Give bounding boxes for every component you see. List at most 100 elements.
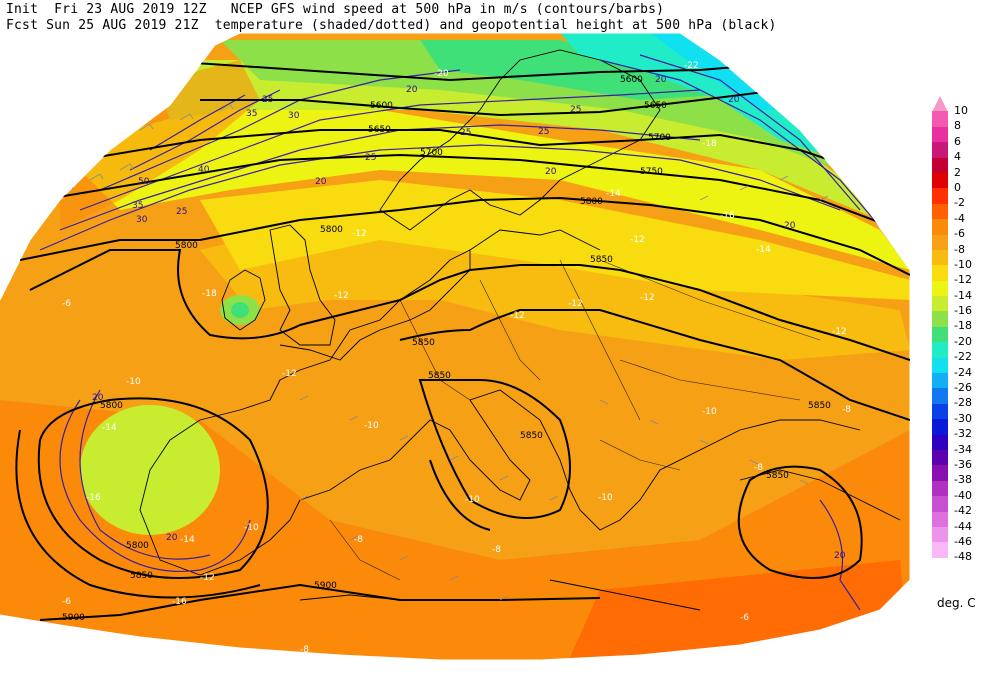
temperature-label: -18 <box>702 139 717 149</box>
legend-label: -4 <box>954 211 965 225</box>
temperature-label: -6 <box>740 613 749 623</box>
legend-item: -10 <box>932 249 992 271</box>
legend-item: -42 <box>932 496 992 517</box>
wind-label: 25 <box>460 128 471 138</box>
temperature-label: -12 <box>200 573 215 583</box>
legend-label: -46 <box>954 534 972 548</box>
legend-swatch <box>932 96 948 112</box>
wind-label: 30 <box>288 111 300 121</box>
legend-swatch <box>932 511 948 528</box>
legend-item: -8 <box>932 234 992 256</box>
geopotential-label: 5650 <box>368 125 391 135</box>
temperature-label: -10 <box>598 493 613 503</box>
legend-swatch <box>932 265 948 282</box>
legend-item: -2 <box>932 188 992 209</box>
legend-swatch <box>932 249 948 266</box>
geopotential-label: 5800 <box>175 241 198 251</box>
temperature-label: -16 <box>720 211 735 221</box>
temperature-label: -12 <box>352 229 367 239</box>
legend-swatch <box>932 142 948 159</box>
temperature-label: -12 <box>630 235 645 245</box>
geopotential-label: 5800 <box>126 541 149 551</box>
temperature-label: -8 <box>300 645 309 655</box>
temperature-label: -10 <box>364 421 379 431</box>
legend-item: -12 <box>932 265 992 286</box>
temperature-label: -8 <box>354 535 363 545</box>
temperature-label: -12 <box>640 293 655 303</box>
temperature-label: -12 <box>832 327 847 337</box>
legend-label: -20 <box>954 334 972 348</box>
temperature-label: -10 <box>126 377 141 387</box>
temperature-labels: -6 -8 -8 -6 -6 -8 -8 -8 -10 -10 -10 -10 … <box>62 61 851 655</box>
header-init-line: Init Fri 23 AUG 2019 12Z NCEP GFS wind s… <box>6 2 665 17</box>
legend-swatch <box>932 434 948 451</box>
wind-label: 20 <box>92 393 104 403</box>
legend-swatch <box>932 388 948 405</box>
geopotential-labels: 5600 5600 5650 5650 5700 5700 5750 5800 … <box>62 75 831 623</box>
wind-contours <box>39 54 901 611</box>
wind-label: 20 <box>728 95 740 105</box>
geopotential-label: 5850 <box>766 471 789 481</box>
legend-item: -18 <box>932 311 992 332</box>
wind-label: 35 <box>132 201 143 211</box>
legend-swatch <box>932 342 948 359</box>
temperature-label: -14 <box>180 535 195 545</box>
temperature-label: -14 <box>606 189 621 199</box>
temperature-label: -8 <box>842 405 851 415</box>
legend-item: -46 <box>932 526 992 548</box>
legend-label: -16 <box>954 304 972 318</box>
header-forecast-line: Fcst Sun 25 AUG 2019 21Z temperature (sh… <box>6 18 777 33</box>
legend-item: -26 <box>932 373 992 394</box>
legend-item: -20 <box>932 326 992 348</box>
wind-barbs <box>59 103 829 601</box>
legend-swatch <box>932 126 948 143</box>
legend-item: 4 <box>932 142 992 163</box>
legend-swatch <box>932 373 948 390</box>
legend-swatch <box>932 496 948 513</box>
legend-item: 0 <box>932 172 992 194</box>
legend-label: -10 <box>954 257 972 271</box>
legend-item: -6 <box>932 219 992 240</box>
wind-label: 25 <box>262 95 273 105</box>
legend-unit: deg. C <box>937 596 976 610</box>
legend-label: -22 <box>954 350 972 364</box>
temperature-label: -6 <box>62 299 71 309</box>
geopotential-label: 5850 <box>130 571 153 581</box>
legend-item: -40 <box>932 480 992 502</box>
wind-label: 40 <box>198 165 210 175</box>
legend-label: -26 <box>954 381 972 395</box>
wind-label: 25 <box>570 105 581 115</box>
legend-label: 8 <box>954 119 961 133</box>
geopotential-label: 5900 <box>62 613 85 623</box>
legend-swatch <box>932 203 948 220</box>
legend-label: -2 <box>954 196 965 210</box>
wind-labels: 20 20 20 25 25 25 25 25 20 20 30 35 40 5… <box>92 75 846 561</box>
legend-item: -30 <box>932 403 992 425</box>
geopotential-label: 5850 <box>428 371 451 381</box>
wind-label: 20 <box>655 75 667 85</box>
legend-label: -28 <box>954 396 972 410</box>
temperature-label: -6 <box>62 597 71 607</box>
legend-label: 0 <box>954 180 961 194</box>
wind-label: 25 <box>538 127 549 137</box>
wind-label: 20 <box>315 177 327 187</box>
wind-label: 20 <box>406 85 418 95</box>
legend-swatch <box>932 311 948 328</box>
legend-item: -44 <box>932 511 992 533</box>
geopotential-label: 5850 <box>590 255 613 265</box>
wind-label: 25 <box>176 207 187 217</box>
temperature-label: -18 <box>202 289 217 299</box>
legend-label: 2 <box>954 165 961 179</box>
legend-label: -30 <box>954 411 972 425</box>
legend-item: -22 <box>932 342 992 363</box>
legend-label: -42 <box>954 504 972 518</box>
wind-label: 35 <box>246 109 257 119</box>
temperature-label: -8 <box>754 463 763 473</box>
temperature-label: -12 <box>568 299 583 309</box>
legend-swatch <box>932 188 948 205</box>
legend-swatch <box>932 111 948 128</box>
temperature-label: -8 <box>492 545 501 555</box>
legend-label: -36 <box>954 457 972 471</box>
legend-swatch <box>932 280 948 297</box>
temperature-label: -14 <box>756 245 771 255</box>
